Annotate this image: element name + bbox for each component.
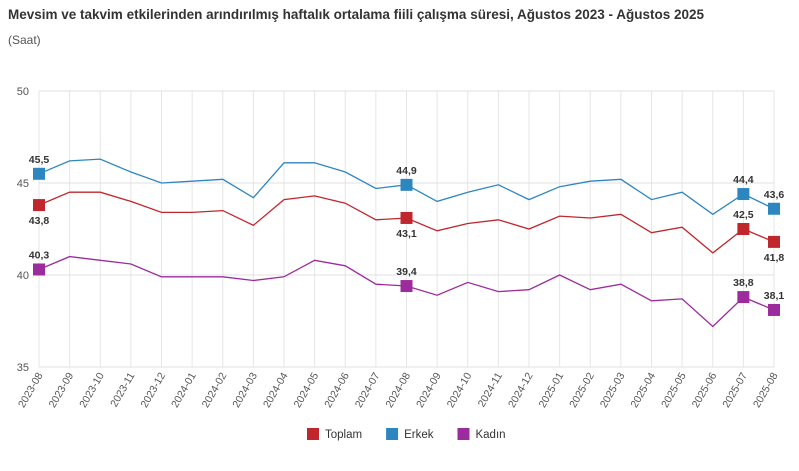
y-tick-label: 35	[17, 362, 29, 374]
x-tick-label: 2024-09	[414, 370, 444, 410]
x-tick-label: 2025-06	[690, 370, 720, 410]
x-tick-label: 2024-06	[322, 370, 352, 410]
data-point-toplam	[33, 199, 45, 212]
data-point-erkek	[737, 188, 750, 201]
data-label: 41,8	[764, 252, 785, 264]
data-point-toplam	[400, 211, 413, 224]
legend-label-kadın: Kadın	[475, 429, 505, 441]
data-label: 43,6	[764, 189, 785, 201]
legend: Toplam Erkek Kadın	[307, 428, 506, 441]
data-label: 38,1	[764, 290, 785, 302]
data-point-kadın	[768, 303, 780, 316]
x-tick-label: 2024-08	[383, 370, 413, 410]
data-label: 44,4	[733, 174, 754, 186]
legend-swatch-toplam	[307, 428, 319, 440]
data-label: 42,5	[733, 209, 754, 221]
data-point-kadın	[400, 280, 413, 293]
x-tick-label: 2024-11	[476, 370, 505, 409]
data-point-kadın	[737, 291, 750, 304]
x-tick-label: 2023-09	[47, 370, 77, 410]
data-point-erkek	[33, 167, 45, 180]
x-tick-label: 2023-10	[77, 370, 107, 410]
data-label: 38,8	[733, 277, 754, 289]
chart-subtitle: (Saat)	[8, 33, 41, 47]
x-tick-label: 2025-04	[628, 370, 658, 410]
data-label: 39,4	[396, 266, 417, 278]
data-label: 40,3	[29, 249, 50, 261]
x-tick-label: 2024-12	[506, 370, 536, 410]
x-tick-label: 2023-11	[108, 370, 137, 409]
x-tick-label: 2024-04	[261, 370, 291, 410]
data-label: 44,9	[396, 165, 417, 177]
data-label: 43,8	[29, 215, 50, 227]
x-tick-label: 2025-02	[567, 370, 597, 410]
y-tick-label: 50	[17, 86, 29, 98]
x-tick-label: 2025-05	[659, 370, 689, 410]
x-tick-label: 2024-10	[445, 370, 475, 410]
chart-title: Mevsim ve takvim etkilerinden arındırılm…	[8, 7, 705, 22]
data-point-erkek	[400, 178, 413, 191]
data-labels: 43,8 43,1 42,5 41,8 45,5 44,9 44,4 43,6 40,3 39,4…	[29, 154, 785, 302]
data-point-toplam	[768, 235, 780, 248]
data-point-erkek	[768, 202, 780, 215]
x-tick-label: 2025-01	[537, 370, 567, 410]
legend-label-toplam: Toplam	[325, 429, 362, 441]
y-tick-label: 40	[17, 270, 29, 282]
y-tick-label: 45	[17, 178, 29, 190]
legend-swatch-kadın	[457, 428, 470, 440]
data-point-kadın	[33, 263, 45, 276]
data-label: 45,5	[29, 154, 50, 166]
x-tick-label: 2025-03	[598, 370, 628, 410]
x-tick-label: 2025-08	[751, 370, 781, 410]
legend-swatch-erkek	[386, 428, 399, 440]
data-point-toplam	[737, 223, 750, 235]
x-tick-label: 2024-01	[169, 370, 199, 410]
x-tick-label: 2023-12	[138, 370, 168, 410]
x-tick-label: 2024-07	[353, 370, 383, 410]
x-tick-label: 2024-05	[292, 370, 322, 410]
x-tick-label: 2025-07	[720, 370, 750, 410]
x-tick-label: 2024-02	[200, 370, 230, 410]
x-tick-label: 2023-08	[16, 370, 46, 410]
series-markers	[33, 167, 780, 316]
legend-label-erkek: Erkek	[404, 429, 434, 441]
x-tick-label: 2024-03	[230, 370, 260, 410]
data-label: 43,1	[396, 228, 417, 240]
